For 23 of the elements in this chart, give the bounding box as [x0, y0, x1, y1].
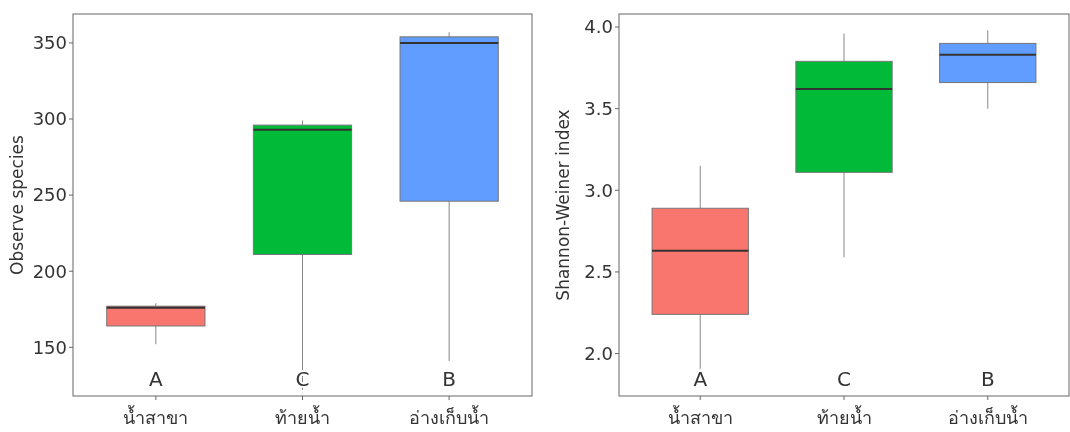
x-tick-label: น้ำสาขา: [667, 405, 733, 428]
y-tick-label: 350: [32, 32, 67, 54]
y-tick-label: 4.0: [584, 16, 613, 38]
annotation: B: [980, 367, 995, 391]
y-tick-label: 150: [32, 336, 67, 358]
y-tick-label: 2.5: [584, 261, 613, 283]
annotation: A: [693, 367, 708, 391]
y-tick-label: 3.0: [584, 179, 613, 201]
annotation: B: [442, 367, 457, 391]
x-tick-label: ท้ายน้ำ: [275, 405, 330, 428]
y-tick-label: 250: [32, 184, 67, 206]
x-tick-label: ท้ายน้ำ: [816, 405, 872, 428]
y-tick-label: 2.0: [584, 342, 613, 364]
annotation: C: [837, 367, 851, 391]
y-tick-label: 300: [32, 108, 67, 130]
x-tick-label: อ่างเก็บน้ำ: [409, 405, 490, 428]
x-tick-label: น้ำสาขา: [123, 405, 189, 428]
y-axis-title: Shannon-Weiner index: [553, 109, 573, 301]
y-axis-title: Observe species: [7, 134, 27, 275]
annotation: A: [149, 367, 164, 391]
y-tick-label: 3.5: [584, 97, 613, 119]
x-tick-label: อ่างเก็บน้ำ: [947, 405, 1028, 428]
y-tick-label: 200: [32, 260, 67, 282]
